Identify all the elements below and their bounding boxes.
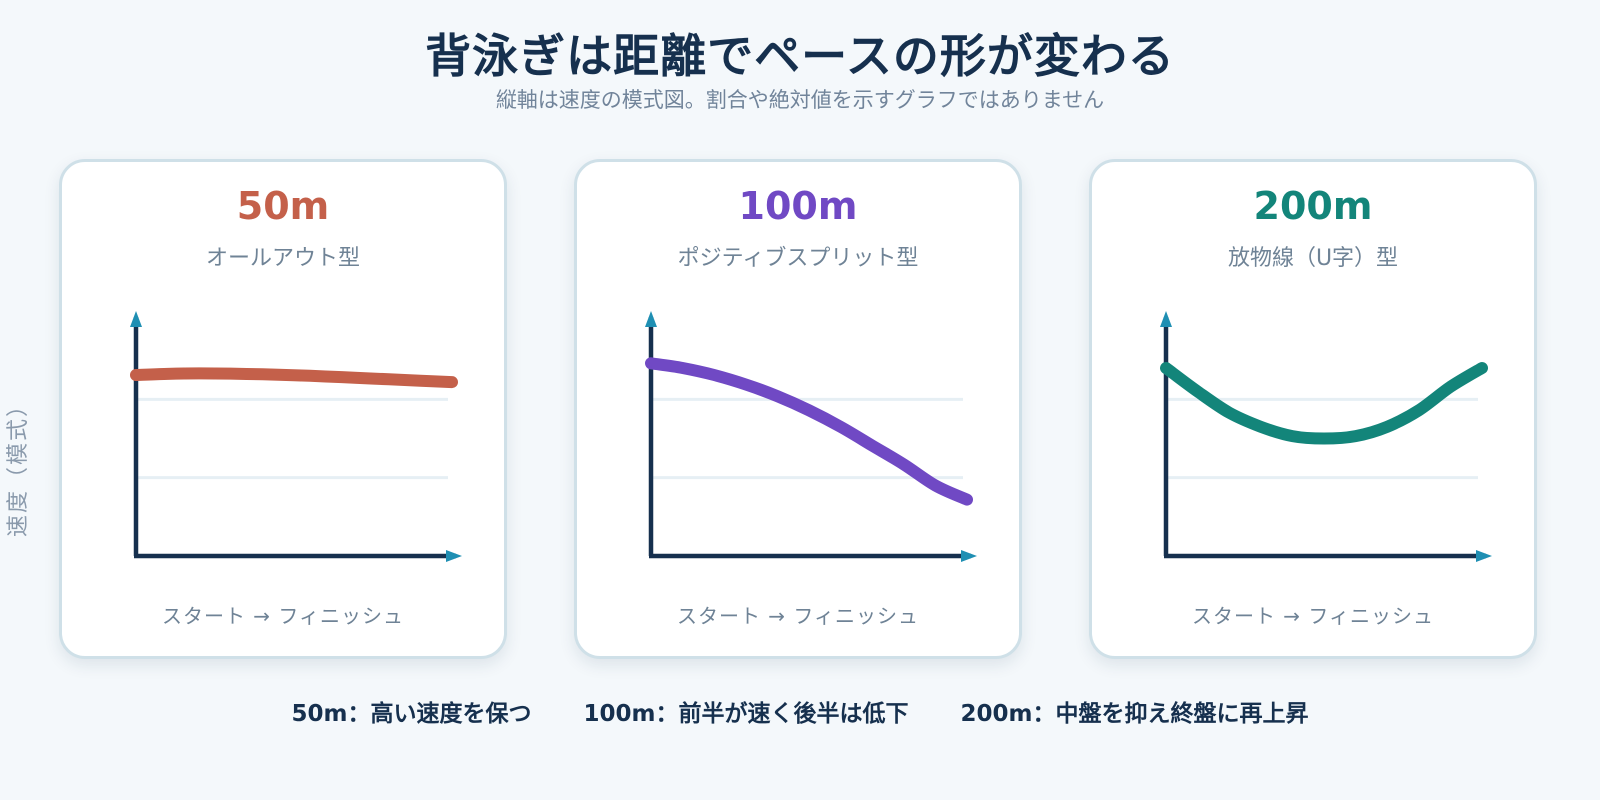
footer-note-50m: 50m：高い速度を保つ: [291, 701, 532, 727]
x-axis-arrow-icon: [961, 550, 977, 562]
x-axis-arrow-icon: [446, 550, 462, 562]
panel-title: 50m: [236, 184, 330, 228]
x-axis-label: スタート → フィニッシュ: [161, 604, 405, 628]
series-line: [130, 367, 458, 389]
y-axis-arrow-icon: [645, 311, 657, 327]
page-title: 背泳ぎは距離でペースの形が変わる: [425, 29, 1175, 83]
chart-panel-50m: 50m オールアウト型 スタート → フィニッシュ: [59, 159, 507, 659]
panel-subtitle: ポジティブスプリット型: [677, 246, 919, 271]
chart-plot: [1160, 311, 1492, 562]
chart-panel-200m: 200m 放物線（U字）型 スタート → フィニッシュ: [1089, 159, 1537, 659]
series-line: [645, 357, 973, 506]
panel-subtitle: オールアウト型: [205, 246, 360, 271]
footer-notes: 50m：高い速度を保つ 100m：前半が速く後半は低下 200m：中盤を抑え終盤…: [0, 694, 1600, 728]
y-axis-title: 速度（模式）: [6, 392, 31, 538]
chart-panel-100m: 100m ポジティブスプリット型 スタート → フィニッシュ: [574, 159, 1022, 659]
y-axis-arrow-icon: [130, 311, 142, 327]
footer-note-100m: 100m：前半が速く後半は低下: [583, 701, 909, 727]
x-axis-label: スタート → フィニッシュ: [676, 604, 920, 628]
y-axis-arrow-icon: [1160, 311, 1172, 327]
x-axis-arrow-icon: [1476, 550, 1492, 562]
page-subtitle: 縦軸は速度の模式図。割合や絶対値を示すグラフではありません: [495, 88, 1105, 112]
x-axis-label: スタート → フィニッシュ: [1191, 604, 1435, 628]
footer-note-200m: 200m：中盤を抑え終盤に再上昇: [960, 701, 1309, 727]
chart-plot: [645, 311, 977, 562]
panel-title: 200m: [1253, 184, 1373, 228]
panel-title: 100m: [738, 184, 858, 228]
chart-plot: [130, 311, 462, 562]
panel-subtitle: 放物線（U字）型: [1227, 246, 1399, 271]
series-line: [1160, 362, 1488, 445]
